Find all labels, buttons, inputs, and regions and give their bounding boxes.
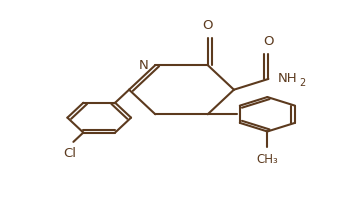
Text: O: O — [263, 35, 274, 48]
Text: Cl: Cl — [63, 147, 76, 160]
Text: NH: NH — [277, 72, 297, 85]
Text: O: O — [203, 19, 213, 32]
Text: 2: 2 — [299, 78, 305, 88]
Text: CH₃: CH₃ — [257, 153, 278, 166]
Text: N: N — [139, 59, 149, 72]
